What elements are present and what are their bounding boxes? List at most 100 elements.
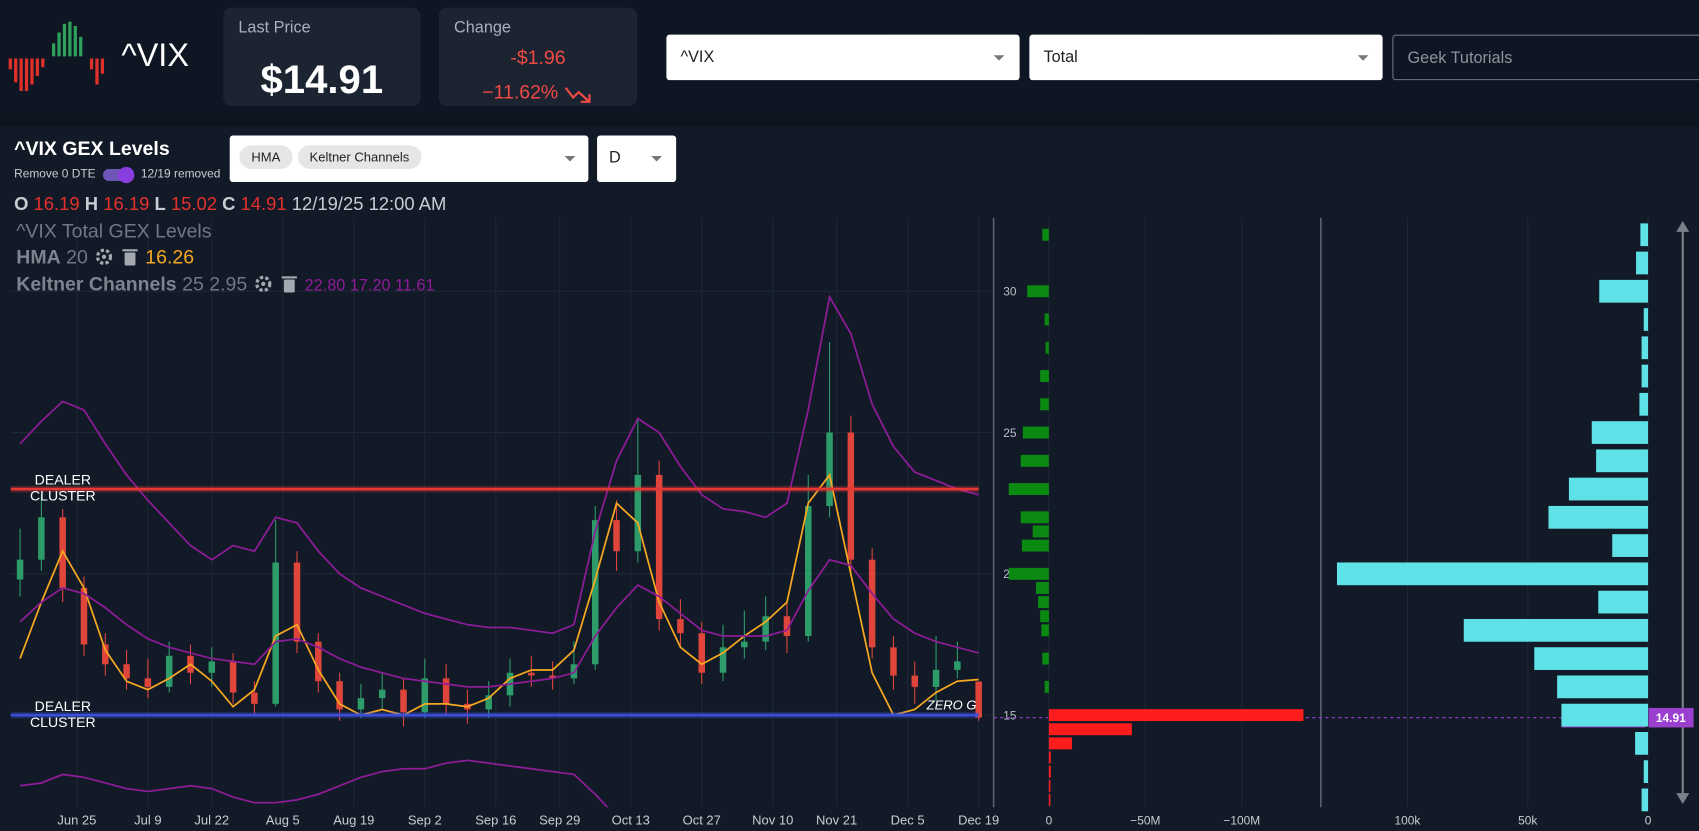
candle-body — [847, 432, 855, 560]
y-tick-label: 25 — [1003, 426, 1017, 440]
last-price: $14.91 — [260, 57, 384, 102]
bar — [1048, 723, 1132, 736]
candle-body — [293, 562, 301, 642]
select-value: ^VIX — [680, 47, 715, 67]
bar — [1643, 760, 1649, 784]
candle-body — [677, 619, 684, 634]
candle-body — [229, 661, 237, 693]
account-select[interactable]: Geek Tutorials — [1392, 34, 1699, 81]
bar — [1048, 779, 1051, 792]
bar — [1641, 788, 1649, 812]
interval-select[interactable]: D — [597, 135, 677, 183]
scroll-control[interactable] — [1676, 221, 1690, 804]
bar — [1636, 251, 1649, 275]
candle-body — [251, 692, 258, 704]
indicator-select[interactable]: HMA Keltner Channels — [229, 135, 589, 183]
candle-body — [549, 675, 556, 679]
toggle[interactable] — [102, 166, 135, 184]
x-tick-label: Sep 2 — [408, 813, 442, 828]
ohlc-key: H — [84, 193, 99, 215]
candle-body — [741, 641, 748, 648]
candle-body — [762, 616, 769, 642]
bar — [1041, 624, 1049, 637]
candle-body — [911, 675, 919, 687]
y-tick-label: 15 — [1003, 708, 1017, 722]
label: Last Price — [238, 18, 311, 37]
bar — [1336, 562, 1649, 586]
bar — [1640, 223, 1649, 247]
x-tick-label: Oct 27 — [683, 813, 721, 828]
select-value: Geek Tutorials — [1407, 48, 1513, 68]
bar — [1548, 505, 1649, 529]
bar — [1040, 370, 1049, 382]
x-tick-label: Sep 16 — [475, 813, 516, 828]
indicator-line — [19, 759, 609, 808]
annotation: ZERO G — [926, 698, 977, 713]
bar — [1635, 732, 1649, 755]
chip[interactable]: Keltner Channels — [297, 145, 422, 170]
bar — [1596, 449, 1649, 473]
bar — [1042, 228, 1049, 241]
candle-body — [975, 681, 982, 718]
x-tick-label: Sep 29 — [539, 813, 580, 828]
candle-body — [315, 641, 322, 682]
down-arrow — [564, 87, 591, 103]
gex-type-select[interactable]: Total — [1029, 34, 1383, 81]
select-value: Total — [1043, 47, 1078, 67]
x-tick-label: Dec 5 — [891, 813, 925, 828]
candle-body — [591, 520, 599, 665]
ohlc: O 16.19 H 16.19 L 15.02 C 14.91 12/19/25… — [14, 194, 446, 216]
ohlc-key: C — [222, 193, 236, 215]
candle-body — [16, 559, 24, 580]
symbol-select[interactable]: ^VIX — [666, 34, 1020, 81]
bar — [1643, 308, 1649, 331]
bar — [1042, 652, 1049, 665]
candle-body — [890, 647, 897, 676]
candle-body — [783, 616, 791, 637]
candle-body — [826, 432, 833, 507]
select-value: D — [608, 148, 621, 167]
x-tick-label: Oct 13 — [612, 813, 650, 828]
x-tick-label: Aug 5 — [266, 813, 300, 828]
bar — [1048, 737, 1073, 750]
candle-body — [38, 517, 45, 560]
bar — [1639, 392, 1649, 416]
bar — [1045, 341, 1049, 354]
last-price-card: Last Price $14.91 — [223, 7, 421, 107]
candle-body — [336, 681, 343, 710]
candle-body — [932, 669, 940, 687]
bar — [1040, 610, 1049, 623]
panel-title: ^VIX GEX Levels — [14, 137, 170, 160]
price-tag — [1648, 707, 1694, 728]
bar — [1022, 426, 1049, 439]
candle-body — [102, 644, 109, 665]
candle-body — [719, 647, 727, 673]
bar — [1020, 454, 1049, 467]
bar — [1641, 336, 1649, 360]
bar — [1591, 421, 1649, 444]
bar — [1044, 313, 1049, 326]
bar — [1641, 364, 1649, 388]
bar — [1038, 596, 1049, 609]
candle-body — [144, 678, 152, 687]
price-tag-value: 14.91 — [1656, 711, 1686, 725]
symbol: ^VIX — [121, 37, 190, 74]
bar — [1463, 618, 1649, 642]
x-tick-label: Jul 22 — [194, 813, 229, 828]
bar — [1020, 511, 1049, 524]
indicator-line — [19, 294, 979, 635]
chip[interactable]: HMA — [239, 145, 293, 170]
x-tick-label: −50M — [1130, 814, 1160, 828]
bar — [1035, 582, 1049, 594]
x-tick-label: Nov 10 — [752, 813, 793, 828]
label: Change — [454, 18, 511, 37]
price-plot — [16, 294, 982, 808]
x-tick-label: 0 — [1645, 814, 1652, 828]
candle-body — [357, 698, 365, 710]
candle-body — [698, 633, 705, 673]
bar — [1021, 539, 1049, 552]
bar — [1048, 793, 1051, 806]
candle-body — [528, 672, 535, 676]
